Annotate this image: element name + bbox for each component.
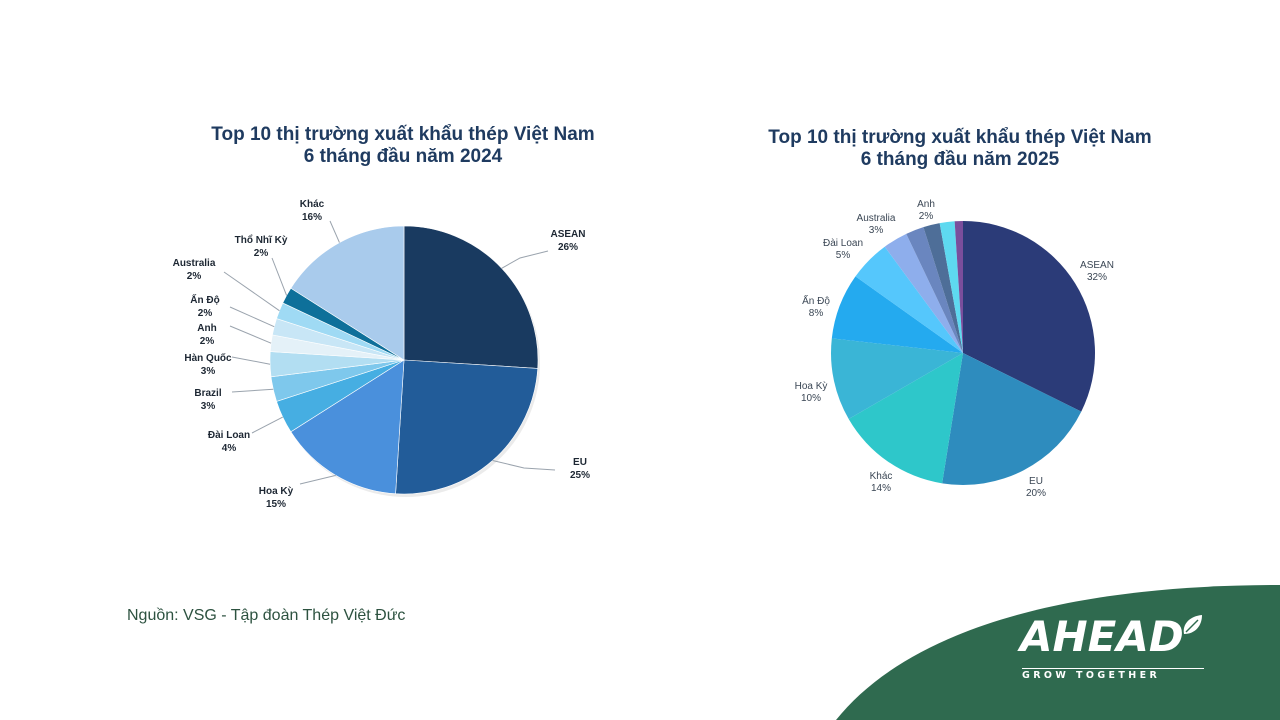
leader-line-brazil <box>231 388 274 393</box>
slice-value-an-do: 8% <box>809 308 824 319</box>
slice-label-dai-loan: Đài Loan <box>208 430 250 441</box>
pie-slice-khac <box>848 353 963 484</box>
ahead-logo: AHEAD GROW TOGETHER <box>1012 612 1212 692</box>
slice-value-asean: 32% <box>1087 272 1107 283</box>
slice-label-brazil: Brazil <box>194 388 221 399</box>
leader-line-hoa-ky <box>299 474 336 485</box>
leader-line-an-do <box>229 306 275 328</box>
pie-slice-an-do <box>831 276 963 353</box>
slice-value-eu: 25% <box>570 470 590 481</box>
pie-slice-dai-loan <box>855 246 963 353</box>
slice-label-asean: ASEAN <box>1080 260 1114 271</box>
slice-label-khac: Khác <box>300 199 325 210</box>
slice-label-australia: Australia <box>173 258 216 269</box>
slice-value-eu: 20% <box>1026 488 1046 499</box>
slice-value-an-do: 2% <box>198 308 213 319</box>
slice-value-hoa-ky: 10% <box>801 393 821 404</box>
leader-line-han-quoc <box>231 356 271 365</box>
chart-title-2024-line2: 6 tháng đầu năm 2024 <box>303 146 503 167</box>
leader-line-khac <box>329 220 340 243</box>
logo-wordmark: AHEAD <box>1020 612 1184 661</box>
slice-value-khac: 14% <box>871 483 891 494</box>
slice-value-dai-loan: 4% <box>222 443 237 454</box>
slice-label-khac: Khác <box>870 471 893 482</box>
chart-title-2024: Top 10 thị trường xuất khẩu thép Việt Na… <box>173 124 633 168</box>
leader-line-anh <box>229 325 272 344</box>
slice-label-eu: EU <box>573 457 587 468</box>
slice-label-anh: Anh <box>917 199 935 210</box>
slice-value-asean: 26% <box>558 242 578 253</box>
source-note: Nguồn: VSG - Tập đoàn Thép Việt Đức <box>127 607 406 624</box>
slice-value-australia: 2% <box>187 271 202 282</box>
pie-slice-asean <box>963 221 1095 412</box>
slice-label-an-do: Ấn Độ <box>190 293 219 306</box>
brand-green-arc <box>836 585 1280 720</box>
slice-label-an-do: Ấn Độ <box>802 294 830 307</box>
slice-label-eu: EU <box>1029 476 1043 487</box>
pie-slice-anh <box>923 223 963 353</box>
leader-line-eu <box>492 460 556 471</box>
chart-title-2025-line1: Top 10 thị trường xuất khẩu thép Việt Na… <box>768 127 1152 148</box>
slice-label-han-quoc: Hàn Quốc <box>184 352 232 364</box>
slice-value-dai-loan: 5% <box>836 250 851 261</box>
slice-value-han-quoc: 3% <box>201 366 216 377</box>
slice-label-australia: Australia <box>857 213 896 224</box>
leader-line-asean <box>501 250 549 269</box>
slice-value-australia: 3% <box>869 225 884 236</box>
logo-tagline: GROW TOGETHER <box>1022 668 1204 681</box>
leaf-icon <box>1183 615 1202 634</box>
slice-value-tho-nhi-ky: 2% <box>254 248 269 259</box>
leader-line-tho-nhi-ky <box>271 257 288 296</box>
slice-value-hoa-ky: 15% <box>266 499 286 510</box>
slice-value-khac: 16% <box>302 212 322 223</box>
pie-slice-eu <box>942 353 1082 486</box>
chart-title-2024-line1: Top 10 thị trường xuất khẩu thép Việt Na… <box>211 124 595 145</box>
slice-label-anh: Anh <box>197 323 216 334</box>
pie-slice-unlabeled <box>954 221 963 353</box>
leader-line-australia <box>223 271 280 312</box>
leader-line-dai-loan <box>251 416 283 434</box>
pie-slice-unlabeled <box>906 227 963 353</box>
chart-title-2025-line2: 6 tháng đầu năm 2025 <box>860 149 1060 170</box>
slice-value-brazil: 3% <box>201 401 216 412</box>
slice-value-anh: 2% <box>919 211 934 222</box>
slice-value-anh: 2% <box>200 336 215 347</box>
slice-label-asean: ASEAN <box>550 229 585 240</box>
slice-label-hoa-ky: Hoa Kỳ <box>795 381 828 392</box>
slice-label-hoa-ky: Hoa Kỳ <box>259 486 294 497</box>
slice-label-tho-nhi-ky: Thổ Nhĩ Kỳ <box>235 234 288 246</box>
pie-slice-unlabeled <box>939 221 963 353</box>
chart-title-2025: Top 10 thị trường xuất khẩu thép Việt Na… <box>730 127 1190 171</box>
pie-slice-asean <box>403 225 539 369</box>
slice-label-dai-loan: Đài Loan <box>823 238 863 249</box>
pie-slice-australia <box>884 233 963 353</box>
pie-slice-hoa-ky <box>830 338 963 419</box>
